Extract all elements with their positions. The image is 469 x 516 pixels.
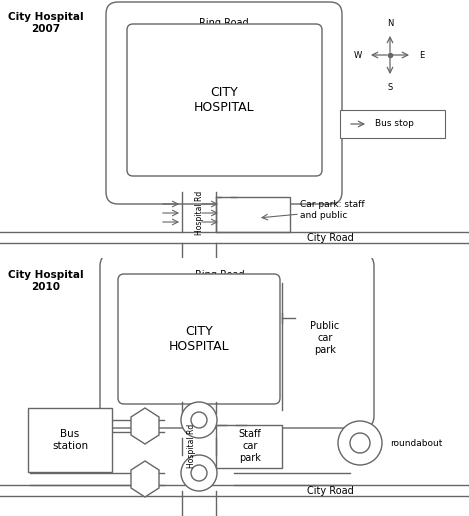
FancyBboxPatch shape: [106, 2, 342, 204]
Text: Car park: staff
and public: Car park: staff and public: [300, 200, 364, 220]
Text: Hospital Rd: Hospital Rd: [188, 424, 197, 468]
Circle shape: [181, 455, 217, 491]
Polygon shape: [131, 461, 159, 497]
Text: N: N: [387, 19, 393, 27]
Text: City Road: City Road: [307, 233, 353, 243]
Text: City Road: City Road: [307, 486, 353, 496]
Circle shape: [350, 433, 370, 453]
Bar: [340, 110, 445, 138]
Text: City Hospital
2010: City Hospital 2010: [8, 270, 83, 292]
Text: E: E: [419, 51, 424, 59]
Text: roundabout: roundabout: [390, 439, 442, 447]
Text: CITY
HOSPITAL: CITY HOSPITAL: [194, 86, 254, 114]
Circle shape: [338, 421, 382, 465]
Polygon shape: [131, 408, 159, 444]
Text: Staff
car
park: Staff car park: [239, 429, 261, 463]
Text: City Hospital
2007: City Hospital 2007: [8, 12, 83, 34]
Bar: [216, 425, 282, 468]
Text: S: S: [387, 83, 393, 91]
Circle shape: [181, 402, 217, 438]
Text: Bus stop: Bus stop: [375, 120, 414, 128]
Circle shape: [191, 465, 207, 481]
Text: Public
car
park: Public car park: [310, 321, 340, 354]
FancyBboxPatch shape: [118, 274, 280, 404]
Text: Bus
station: Bus station: [52, 429, 88, 451]
Text: CITY
HOSPITAL: CITY HOSPITAL: [169, 325, 229, 353]
Text: Ring Road: Ring Road: [195, 270, 245, 280]
Bar: [216, 197, 290, 232]
Text: Ring Road: Ring Road: [199, 18, 249, 28]
FancyBboxPatch shape: [28, 408, 112, 472]
FancyBboxPatch shape: [127, 24, 322, 176]
Text: Hospital Rd: Hospital Rd: [195, 191, 204, 235]
Circle shape: [191, 412, 207, 428]
Text: W: W: [354, 51, 362, 59]
FancyBboxPatch shape: [100, 254, 374, 428]
